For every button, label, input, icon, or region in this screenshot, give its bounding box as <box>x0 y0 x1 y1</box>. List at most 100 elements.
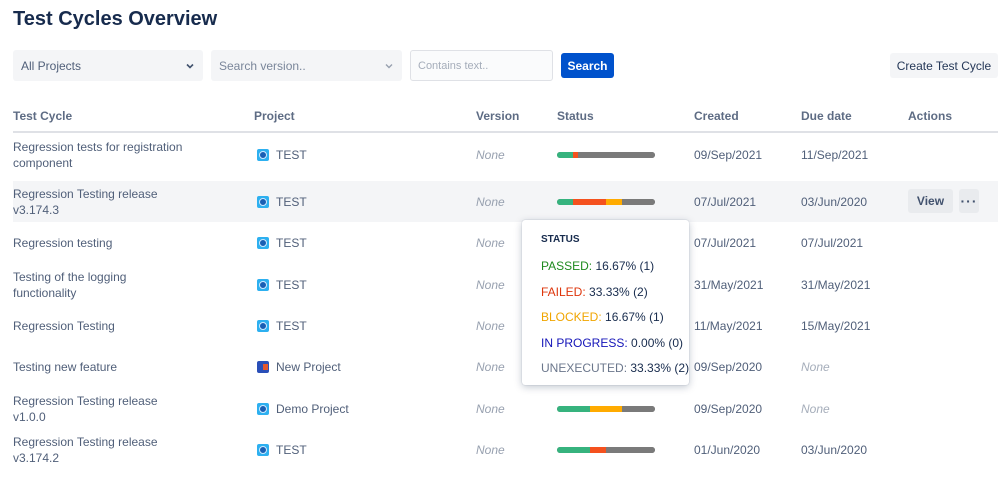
project-avatar-icon <box>257 195 269 208</box>
tooltip-lines: PASSED: 16.67% (1) FAILED: 33.33% (2) BLOC… <box>541 254 690 382</box>
due-date: 03/Jun/2020 <box>801 194 868 209</box>
status-cell[interactable] <box>557 134 655 175</box>
header-version[interactable]: Version <box>476 109 520 123</box>
tooltip-status-label: PASSED <box>541 259 589 273</box>
tooltip-line-in-progress: IN PROGRESS: 0.00% (0) <box>541 335 684 350</box>
project-avatar-icon <box>257 236 269 249</box>
more-actions-icon[interactable]: ··· <box>959 189 979 213</box>
created-date: 11/May/2021 <box>694 318 763 333</box>
tooltip-status-value: 16.67% (1) <box>595 259 655 273</box>
status-segment-passed <box>557 446 590 453</box>
create-test-cycle-button[interactable]: Create Test Cycle <box>890 53 998 78</box>
tooltip-status-label: BLOCKED <box>541 310 599 324</box>
table-row[interactable]: Regression Testing release v1.0.0 Demo Pr… <box>13 388 998 429</box>
due-date: 07/Jul/2021 <box>801 235 864 250</box>
due-date: 11/Sep/2021 <box>801 147 869 162</box>
project-name: Demo Project <box>276 401 349 416</box>
due-date: 03/Jun/2020 <box>801 442 868 457</box>
test-cycle-name[interactable]: Regression testing <box>13 235 113 250</box>
project-name: TEST <box>276 235 307 250</box>
status-progress-bar[interactable] <box>557 151 655 158</box>
table-row[interactable]: Regression Testing TEST None 11/May/2021 15/… <box>13 305 998 346</box>
version-value: None <box>476 442 505 457</box>
project-cell: TEST <box>257 429 307 470</box>
created-date: 09/Sep/2020 <box>694 359 763 374</box>
table-header: Test Cycle Project Version Status Create… <box>13 109 998 133</box>
header-actions: Actions <box>908 109 953 123</box>
status-segment-passed <box>557 151 574 158</box>
chevron-down-icon <box>384 61 394 71</box>
status-cell[interactable] <box>557 388 655 429</box>
project-name: TEST <box>276 147 307 162</box>
tooltip-line-passed: PASSED: 16.67% (1) <box>541 259 655 273</box>
project-cell: TEST <box>257 134 307 175</box>
version-value: None <box>476 359 505 374</box>
due-date: 31/May/2021 <box>801 277 871 292</box>
table-row[interactable]: Regression testing TEST None 07/Jul/2021 07/… <box>13 222 998 263</box>
test-cycle-name[interactable]: Testing new feature <box>13 359 118 374</box>
project-select[interactable]: All Projects <box>13 50 203 81</box>
header-due-date[interactable]: Due date <box>801 109 852 123</box>
status-progress-bar[interactable] <box>557 446 655 453</box>
test-cycle-name[interactable]: Regression Testing release v3.174.3 <box>13 186 158 217</box>
version-value: None <box>476 401 505 416</box>
tooltip-status-label: IN PROGRESS <box>541 335 625 350</box>
table-row[interactable]: Regression Testing release v3.174.3 TEST N… <box>13 181 998 222</box>
version-value: None <box>476 235 505 250</box>
project-name: TEST <box>276 194 307 209</box>
due-date: 15/May/2021 <box>801 318 871 333</box>
search-button[interactable]: Search <box>561 53 614 78</box>
tooltip-line-blocked: BLOCKED: 16.67% (1) <box>541 310 664 324</box>
created-date: 07/Jul/2021 <box>694 235 757 250</box>
project-select-value: All Projects <box>21 58 82 73</box>
due-date: None <box>801 401 830 416</box>
chevron-down-icon <box>185 61 195 71</box>
created-date: 09/Sep/2020 <box>694 401 763 416</box>
status-segment-unexecuted <box>605 446 655 453</box>
project-avatar-icon <box>257 148 269 161</box>
project-cell: TEST <box>257 264 307 305</box>
created-date: 07/Jul/2021 <box>694 194 757 209</box>
status-segment-unexecuted <box>578 151 655 158</box>
project-avatar-icon <box>257 443 269 456</box>
tooltip-status-value: 33.33% (2) <box>589 284 648 299</box>
due-date: None <box>801 359 830 374</box>
test-cycle-name[interactable]: Regression tests for registration compon… <box>13 139 183 170</box>
test-cycle-name[interactable]: Regression Testing release v1.0.0 <box>13 393 158 424</box>
status-segment-failed <box>573 151 579 158</box>
status-progress-bar[interactable] <box>557 405 655 412</box>
header-test-cycle[interactable]: Test Cycle <box>13 109 73 123</box>
project-avatar-icon <box>257 402 269 415</box>
status-progress-bar[interactable] <box>557 198 655 205</box>
project-avatar-icon <box>257 319 269 332</box>
test-cycle-name[interactable]: Regression Testing <box>13 318 115 333</box>
header-project[interactable]: Project <box>254 109 295 123</box>
table-row[interactable]: Regression Testing release v3.174.2 TEST N… <box>13 429 998 470</box>
project-name: TEST <box>276 318 307 333</box>
table-row[interactable]: Testing new feature New Project None 09/Sep… <box>13 346 998 387</box>
status-segment-passed <box>557 198 574 205</box>
project-cell: Demo Project <box>257 388 349 429</box>
table-row[interactable]: Regression tests for registration compon… <box>13 134 998 175</box>
table-row[interactable]: Testing of the logging functionality TEST… <box>13 264 998 305</box>
project-cell: New Project <box>257 346 341 387</box>
status-cell[interactable] <box>557 429 655 470</box>
test-cycle-name[interactable]: Testing of the logging functionality <box>13 269 127 300</box>
tooltip-title: STATUS <box>541 234 580 245</box>
project-cell: TEST <box>257 181 307 222</box>
project-cell: TEST <box>257 305 307 346</box>
status-cell[interactable] <box>557 181 655 222</box>
version-select[interactable]: Search version.. <box>211 50 402 81</box>
tooltip-line-unexecuted: UNEXECUTED: 33.33% (2) <box>541 361 690 375</box>
version-value: None <box>476 194 505 209</box>
created-date: 01/Jun/2020 <box>694 442 761 457</box>
version-value: None <box>476 318 505 333</box>
project-avatar-icon <box>257 278 269 291</box>
view-button[interactable]: View <box>908 189 953 213</box>
test-cycle-name[interactable]: Regression Testing release v3.174.2 <box>13 434 158 465</box>
status-segment-failed <box>589 446 606 453</box>
contains-text-input[interactable] <box>410 50 553 81</box>
project-name: New Project <box>276 359 341 374</box>
header-created[interactable]: Created <box>694 109 739 123</box>
status-segment-blocked <box>589 405 623 412</box>
